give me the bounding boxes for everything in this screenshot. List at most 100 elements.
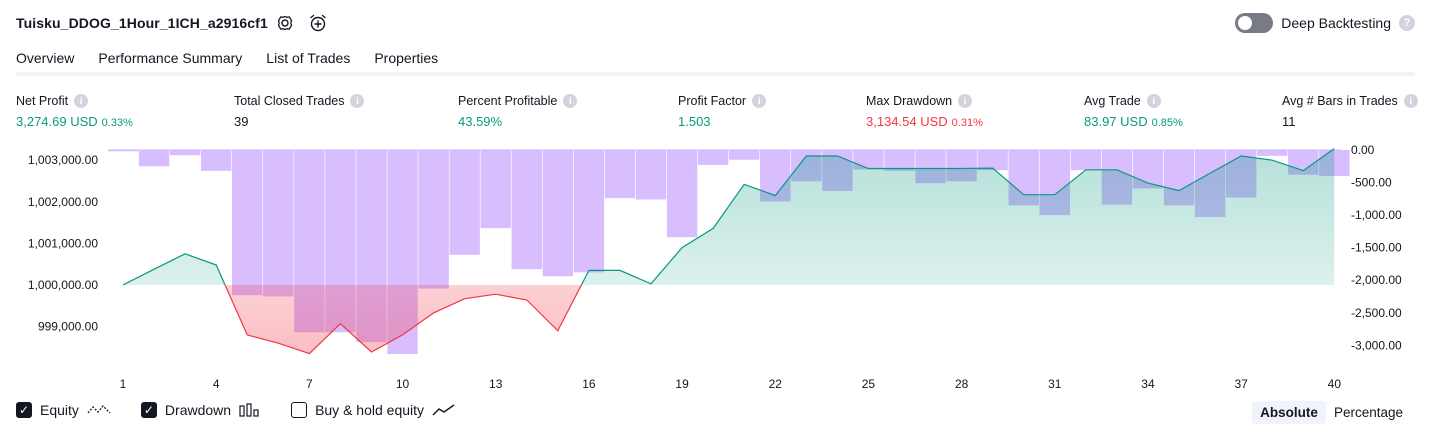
info-icon[interactable]: i [1146, 94, 1161, 108]
left-axis: 1,003,000.00 1,002,000.00 1,001,000.00 1,00… [28, 153, 98, 333]
absolute-button[interactable]: Absolute [1252, 401, 1326, 424]
drawdown-bars-icon [239, 403, 259, 417]
deep-backtesting-label: Deep Backtesting [1281, 15, 1391, 31]
scale-toggle: Absolute Percentage [1252, 401, 1411, 424]
x-axis-tick: 4 [213, 377, 220, 391]
metric-max-drawdown: Max Drawdown i 3,134.54 USD 0.31% [866, 94, 983, 129]
metric-percent: 0.85% [1151, 117, 1183, 129]
x-axis-tick: 7 [306, 377, 313, 391]
right-axis-tick: -3,000.00 [1351, 338, 1402, 352]
metric-percent-profitable: Percent Profitable i 43.59% [458, 94, 578, 129]
buy-hold-checkbox[interactable] [291, 402, 308, 418]
drawdown-bar [1070, 150, 1102, 171]
equity-line-icon [87, 405, 111, 414]
info-icon[interactable]: i [350, 94, 365, 108]
legend-label: Drawdown [164, 402, 232, 418]
drawdown-bar [542, 150, 574, 277]
left-axis-tick: 1,002,000.00 [28, 195, 98, 209]
metric-value: 11 [1282, 114, 1296, 129]
alarm-add-icon[interactable] [307, 12, 329, 34]
x-axis-tick: 31 [1048, 377, 1062, 391]
info-icon[interactable]: i [958, 94, 973, 108]
legend-drawdown[interactable]: ✓ Drawdown [140, 402, 261, 418]
right-axis-tick: -500.00 [1351, 176, 1392, 190]
equity-line-loss [123, 285, 583, 355]
metric-label: Total Closed Trades [234, 94, 345, 108]
drawdown-bar [604, 150, 636, 199]
tabs-divider [16, 72, 1415, 76]
left-axis-tick: 1,001,000.00 [28, 236, 98, 250]
drawdown-bar [697, 150, 729, 165]
metric-label: Percent Profitable [458, 94, 558, 108]
metric-total-closed-trades: Total Closed Trades i 39 [234, 94, 365, 129]
metric-net-profit: Net Profit i 3,274.69 USD 0.33% [16, 94, 133, 129]
drawdown-bar [200, 150, 232, 171]
drawdown-bar [138, 150, 170, 167]
right-axis-tick: -1,500.00 [1351, 241, 1402, 255]
metric-profit-factor: Profit Factor i 1.503 [678, 94, 767, 129]
x-axis-tick: 13 [489, 377, 503, 391]
deep-backtesting-toggle[interactable] [1235, 13, 1274, 33]
drawdown-bar [107, 150, 139, 152]
toggle-knob [1238, 16, 1253, 30]
drawdown-bar [232, 150, 263, 296]
legend-equity[interactable]: ✓ Equity [16, 402, 111, 418]
drawdown-bar [635, 150, 667, 200]
drawdown-bar [729, 150, 760, 160]
metric-label: Avg Trade [1084, 94, 1141, 108]
x-axis-tick: 22 [769, 377, 783, 391]
metric-label: Net Profit [16, 94, 69, 108]
equity-drawdown-chart: 1,003,000.00 1,002,000.00 1,001,000.00 1,00… [28, 143, 1402, 391]
metric-avg-trade: Avg Trade i 83.97 USD 0.85% [1084, 94, 1183, 129]
metric-label: Profit Factor [678, 94, 747, 108]
metric-percent: 0.33% [101, 117, 133, 129]
x-axis-tick: 34 [1141, 377, 1155, 391]
drawdown-bar [666, 150, 698, 238]
drawdown-bar [169, 150, 201, 156]
info-icon[interactable]: i [74, 94, 89, 108]
strategy-header: Tuisku_DDOG_1Hour_1ICH_a2916cf1 Deep Bac… [0, 0, 1431, 48]
gear-icon[interactable] [274, 12, 296, 34]
info-icon[interactable]: i [563, 94, 578, 108]
equity-line-profit [122, 148, 1335, 285]
metric-avg-bars-in-trades: Avg # Bars in Trades i 11 [1282, 94, 1418, 129]
metric-value: 3,134.54 USD [866, 114, 948, 129]
tab-performance-summary[interactable]: Performance Summary [98, 50, 243, 66]
legend-label: Buy & hold equity [315, 402, 425, 418]
x-axis-tick: 37 [1234, 377, 1248, 391]
drawdown-bar [573, 150, 605, 273]
tab-list-of-trades[interactable]: List of Trades [266, 50, 351, 66]
buy-hold-line-icon [432, 404, 455, 416]
right-axis-tick: -2,000.00 [1351, 273, 1402, 287]
drawdown-checkbox[interactable]: ✓ [140, 402, 157, 418]
metric-label: Avg # Bars in Trades [1282, 94, 1398, 108]
x-axis-tick: 25 [862, 377, 876, 391]
drawdown-bar [263, 150, 294, 297]
right-axis-tick: 0.00 [1351, 143, 1375, 157]
strategy-title: Tuisku_DDOG_1Hour_1ICH_a2916cf1 [16, 15, 268, 31]
left-axis-tick: 999,000.00 [38, 320, 98, 334]
percentage-button[interactable]: Percentage [1333, 405, 1403, 420]
left-axis-tick: 1,000,000.00 [28, 278, 98, 292]
equity-checkbox[interactable]: ✓ [16, 402, 32, 418]
deep-backtesting: Deep Backtesting ? [1235, 13, 1415, 33]
report-tabs: Overview Performance Summary List of Tra… [16, 46, 438, 76]
help-icon[interactable]: ? [1399, 15, 1415, 31]
tab-properties[interactable]: Properties [374, 50, 439, 66]
equity-area-profit [123, 148, 1335, 285]
equity-series [122, 148, 1335, 355]
drawdown-bar [1257, 150, 1288, 156]
drawdown-bar [511, 150, 542, 270]
info-icon[interactable]: i [1403, 94, 1418, 108]
info-icon[interactable]: i [752, 94, 767, 108]
x-axis-tick: 19 [675, 377, 689, 391]
x-axis-tick: 10 [396, 377, 410, 391]
metric-value: 43.59% [458, 114, 503, 129]
drawdown-bar [884, 150, 915, 171]
metric-value: 1.503 [678, 114, 711, 129]
x-axis-tick: 1 [120, 377, 127, 391]
x-axis-tick: 28 [955, 377, 969, 391]
legend-buy-hold-equity[interactable]: Buy & hold equity [291, 402, 456, 418]
right-axis-tick: -1,000.00 [1351, 208, 1402, 222]
drawdown-bar [449, 150, 480, 255]
